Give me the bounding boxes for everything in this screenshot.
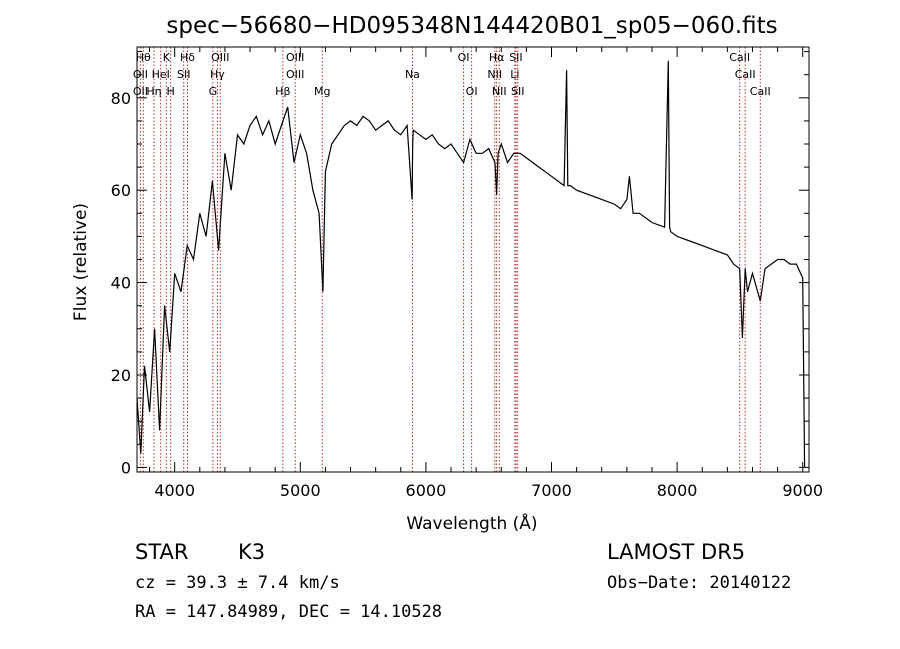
y-axis-label: Flux (relative): [71, 203, 91, 321]
line-label: SII: [509, 51, 522, 64]
line-label: Na: [405, 68, 420, 81]
line-label: OIII: [286, 68, 304, 81]
line-label: OI: [458, 51, 470, 64]
y-tick-label: 80: [111, 89, 131, 108]
spectrum-line: [136, 60, 806, 468]
emission-line-markers: [139, 47, 761, 472]
line-label: Hη: [146, 85, 161, 98]
line-label: OIII: [286, 51, 304, 64]
line-label: SII: [177, 68, 190, 81]
line-label: Mg: [314, 85, 330, 98]
line-label: OIII: [211, 51, 229, 64]
line-label: NII: [492, 85, 507, 98]
x-tick-label: 4000: [154, 481, 195, 500]
line-label: HeI: [152, 68, 170, 81]
line-label: SII: [511, 85, 524, 98]
chart-title: spec−56680−HD095348N144420B01_sp05−060.f…: [166, 13, 777, 39]
line-label: CaII: [729, 51, 750, 64]
x-tick-label: 5000: [280, 481, 321, 500]
coordinates-text: RA = 147.84989, DEC = 14.10528: [135, 602, 443, 622]
obs-date-text: Obs−Date: 20140122: [607, 573, 792, 593]
line-label: Li: [510, 68, 519, 81]
y-tick-label: 60: [111, 181, 131, 200]
line-label: Hθ: [136, 51, 151, 64]
x-tick-label: 9000: [782, 481, 823, 500]
survey-name: LAMOST DR5: [607, 540, 746, 564]
x-tick-label: 8000: [657, 481, 698, 500]
line-label: Hγ: [210, 68, 225, 81]
line-label: K: [163, 51, 171, 64]
x-axis-label: Wavelength (Å): [406, 512, 537, 534]
line-label: Hβ: [275, 85, 290, 98]
line-label: NII: [487, 68, 502, 81]
line-label: OI: [466, 85, 478, 98]
x-tick-label: 7000: [531, 481, 572, 500]
line-label: G: [209, 85, 218, 98]
redshift-text: cz = 39.3 ± 7.4 km/s: [135, 573, 340, 593]
x-axis: 4000 5000 6000 7000 8000 9000: [149, 47, 823, 500]
line-label: Hα: [489, 51, 505, 64]
y-tick-label: 40: [111, 274, 131, 293]
line-label: CaII: [735, 68, 756, 81]
object-class: STAR: [135, 540, 189, 564]
line-label: CaII: [750, 85, 771, 98]
y-tick-label: 20: [111, 366, 131, 385]
object-subclass: K3: [238, 540, 266, 564]
line-label: Hδ: [180, 51, 195, 64]
y-tick-label: 0: [121, 458, 131, 477]
plot-frame: [136, 46, 810, 473]
x-tick-label: 6000: [406, 481, 447, 500]
y-axis: 0 20 40 60 80: [111, 51, 809, 477]
line-label: H: [167, 85, 175, 98]
